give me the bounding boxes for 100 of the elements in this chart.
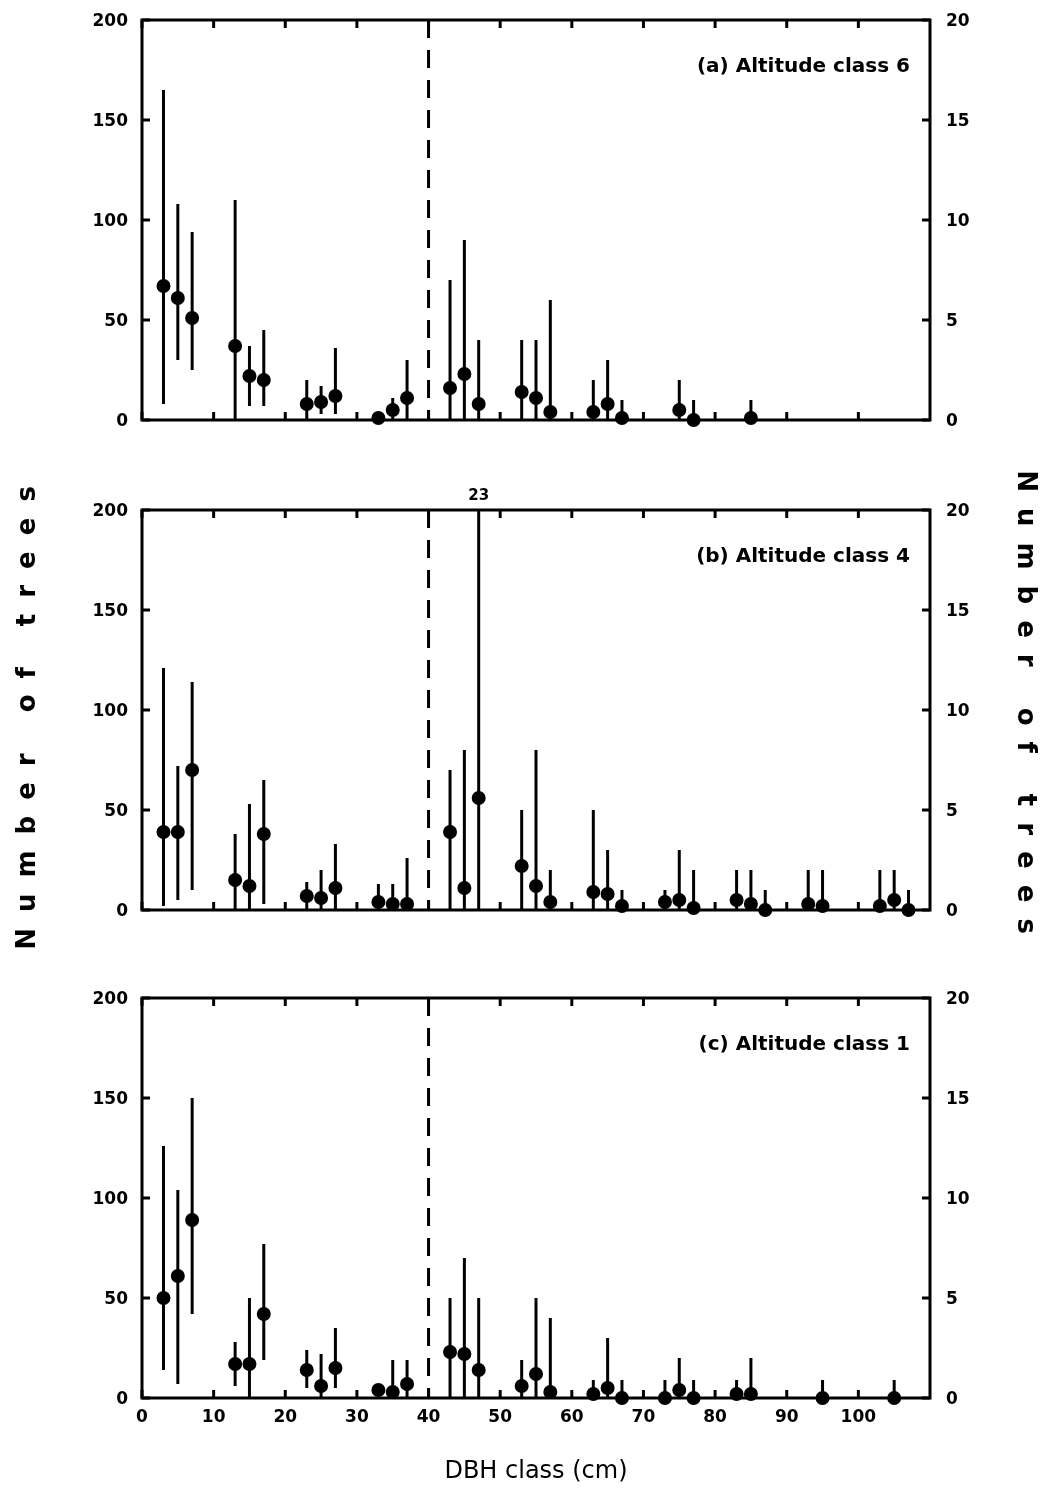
x-tick-label: 30: [345, 1406, 369, 1426]
y2-tick-label: 15: [946, 1087, 970, 1108]
point: [242, 369, 257, 383]
point: [801, 897, 816, 911]
point: [400, 897, 415, 911]
y-tick-label: 50: [104, 309, 129, 330]
point: [529, 879, 543, 893]
point: [457, 881, 472, 895]
y2-tick-label: 0: [946, 899, 958, 920]
y-tick-label: 150: [92, 109, 129, 130]
point: [385, 897, 400, 911]
point: [256, 827, 271, 841]
y-tick-label: 0: [116, 409, 129, 430]
y2-tick-label: 15: [946, 599, 970, 620]
point: [443, 381, 458, 395]
y-tick-label: 200: [92, 499, 129, 520]
x-tick-label: 50: [488, 1406, 513, 1426]
y-tick-label: 50: [104, 1287, 129, 1308]
point: [471, 791, 486, 805]
x-tick-label: 10: [201, 1406, 226, 1426]
point: [385, 403, 400, 417]
y2-tick-label: 10: [946, 209, 970, 230]
point: [228, 873, 243, 887]
point: [529, 1367, 543, 1381]
point: [299, 889, 314, 903]
y-tick-label: 200: [92, 9, 129, 30]
point: [299, 1363, 314, 1377]
y2-tick-label: 15: [946, 109, 970, 130]
point: [672, 893, 687, 907]
point: [314, 395, 329, 409]
point: [400, 1377, 415, 1391]
x-tick-label: 20: [273, 1406, 298, 1426]
point: [185, 311, 200, 325]
y-tick-label: 100: [92, 699, 129, 720]
x-tick-label: 40: [416, 1406, 441, 1426]
y2-axis-title: Number of trees: [1012, 470, 1042, 950]
y2-tick-label: 5: [946, 309, 958, 330]
point: [457, 1347, 472, 1361]
point: [586, 885, 601, 899]
point: [729, 893, 744, 907]
point: [299, 397, 314, 411]
point: [256, 1307, 271, 1321]
y2-tick-label: 5: [946, 799, 958, 820]
y-tick-label: 0: [116, 1387, 129, 1408]
point: [586, 405, 601, 419]
y-tick-label: 150: [92, 1087, 129, 1108]
annotation: 23: [468, 486, 490, 504]
point: [672, 403, 687, 417]
point: [600, 397, 615, 411]
point: [543, 405, 558, 419]
point: [328, 881, 343, 895]
point: [328, 389, 343, 403]
point: [457, 367, 472, 381]
point: [543, 1385, 558, 1399]
text: (b) Altitude class 4: [696, 543, 910, 567]
point: [256, 373, 271, 387]
x-tick-label: 0: [136, 1406, 149, 1426]
point: [543, 895, 558, 909]
point: [170, 1269, 185, 1283]
y-tick-label: 150: [92, 599, 129, 620]
y-tick-label: 200: [92, 987, 129, 1008]
y2-tick-label: 20: [946, 987, 970, 1008]
point: [228, 339, 243, 353]
point: [600, 1381, 615, 1395]
text: (a) Altitude class 6: [696, 53, 910, 77]
y2-tick-label: 10: [946, 699, 970, 720]
y-tick-label: 100: [92, 209, 129, 230]
y2-tick-label: 20: [946, 499, 970, 520]
y-tick-label: 50: [104, 799, 129, 820]
point: [385, 1385, 400, 1399]
point: [400, 391, 415, 405]
point: [743, 897, 758, 911]
point: [228, 1357, 243, 1371]
point: [242, 1357, 257, 1371]
point: [170, 825, 185, 839]
point: [156, 279, 171, 293]
point: [185, 763, 200, 777]
point: [514, 1379, 529, 1393]
point: [314, 1379, 329, 1393]
point: [185, 1213, 200, 1227]
point: [600, 887, 615, 901]
x-tick-label: 90: [774, 1406, 799, 1426]
text: (c) Altitude class 1: [698, 1031, 910, 1055]
point: [156, 1291, 171, 1305]
point: [471, 397, 486, 411]
y2-tick-label: 5: [946, 1287, 958, 1308]
point: [314, 891, 329, 905]
point: [371, 1383, 386, 1397]
point: [887, 893, 902, 907]
point: [242, 879, 257, 893]
y2-tick-label: 10: [946, 1187, 970, 1208]
x-tick-label: 60: [559, 1406, 584, 1426]
x-axis-title: DBH class (cm): [444, 1456, 628, 1484]
y2-tick-label: 20: [946, 9, 970, 30]
point: [672, 1383, 687, 1397]
point: [328, 1361, 343, 1375]
y2-tick-label: 0: [946, 1387, 958, 1408]
point: [443, 825, 458, 839]
point: [657, 895, 672, 909]
y-tick-label: 100: [92, 1187, 129, 1208]
